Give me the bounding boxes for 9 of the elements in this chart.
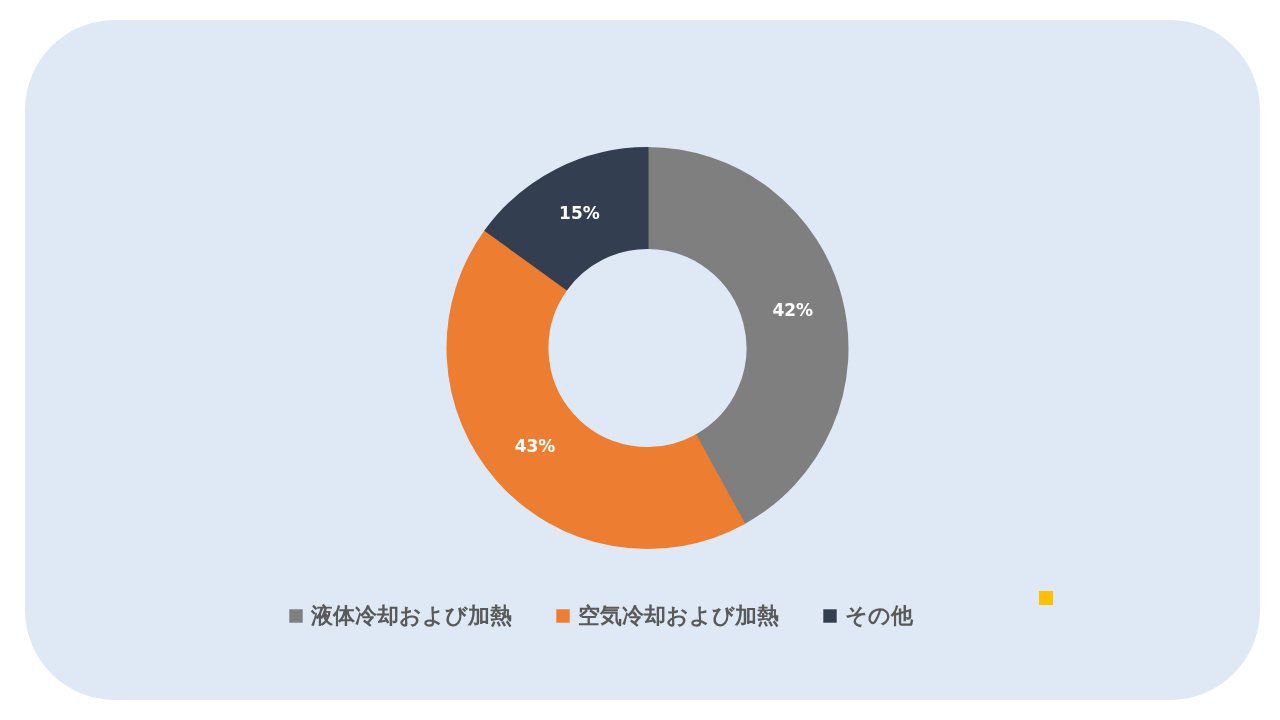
legend-label: 液体冷却および加熱 <box>310 603 512 628</box>
legend-label: その他 <box>845 603 914 628</box>
donut-slice <box>484 147 649 291</box>
donut-slice <box>646 147 849 525</box>
data-label: 42% <box>772 299 814 320</box>
data-label: 43% <box>514 436 556 457</box>
data-label: 15% <box>559 203 600 224</box>
donut-slice <box>446 229 745 549</box>
legend-label: 空気冷却および加熱 <box>578 603 779 628</box>
